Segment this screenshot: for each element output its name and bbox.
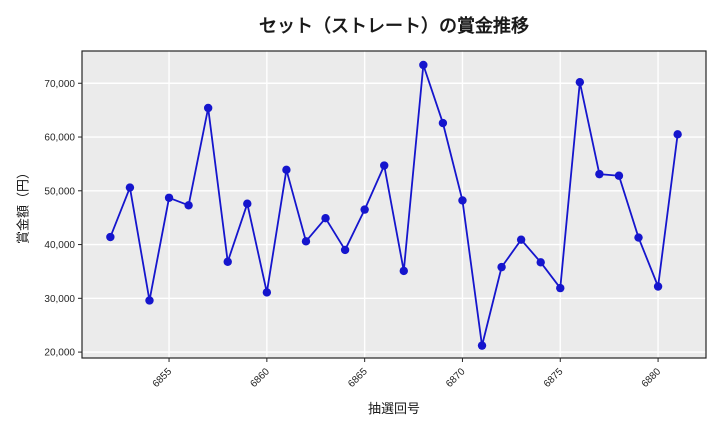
data-point <box>399 266 408 276</box>
data-point <box>653 282 663 291</box>
data-point <box>477 341 487 350</box>
chart-title: セット（ストレート）の賞金推移 <box>259 16 529 36</box>
y-tick-label: 40,000 <box>44 240 75 251</box>
plot-border <box>81 50 707 359</box>
data-point <box>595 169 604 179</box>
data-point <box>301 237 311 246</box>
data-point <box>340 245 350 255</box>
data-point <box>125 183 135 192</box>
x-axis-label: 抽選回号 <box>367 401 421 416</box>
y-tick-label: 70,000 <box>44 79 75 90</box>
x-tick-label: 6855 <box>151 366 175 390</box>
x-tick-label: 6860 <box>248 366 272 390</box>
x-tick-label: 6870 <box>444 366 468 390</box>
data-point <box>380 161 389 170</box>
data-point <box>516 235 526 244</box>
x-tick-label: 6875 <box>542 366 566 390</box>
x-tick-label: 6865 <box>346 366 370 390</box>
data-point <box>419 60 428 70</box>
y-tick-label: 50,000 <box>44 186 75 197</box>
data-point <box>243 199 252 208</box>
data-point <box>184 201 193 210</box>
y-tick-label: 60,000 <box>44 133 75 144</box>
data-point <box>106 232 115 242</box>
data-point <box>575 77 585 87</box>
data-point <box>321 214 330 223</box>
data-point <box>145 296 154 305</box>
y-axis-label: 賞金額（円） <box>15 165 31 245</box>
data-point <box>556 283 565 293</box>
plot-area <box>82 51 706 358</box>
y-tick-label: 20,000 <box>44 348 75 359</box>
x-tick-label: 6880 <box>640 366 664 390</box>
data-point <box>634 233 643 242</box>
data-point <box>282 165 291 175</box>
data-point <box>203 103 213 113</box>
data-point <box>438 118 448 128</box>
data-point <box>360 205 369 214</box>
data-point <box>458 196 467 205</box>
data-line <box>109 64 679 347</box>
data-point <box>673 130 682 139</box>
y-tick-label: 30,000 <box>44 294 75 305</box>
data-point <box>614 171 624 180</box>
data-point <box>497 262 506 272</box>
data-point <box>262 288 272 297</box>
data-point <box>223 257 232 266</box>
data-point <box>164 193 174 202</box>
data-point <box>536 258 545 267</box>
